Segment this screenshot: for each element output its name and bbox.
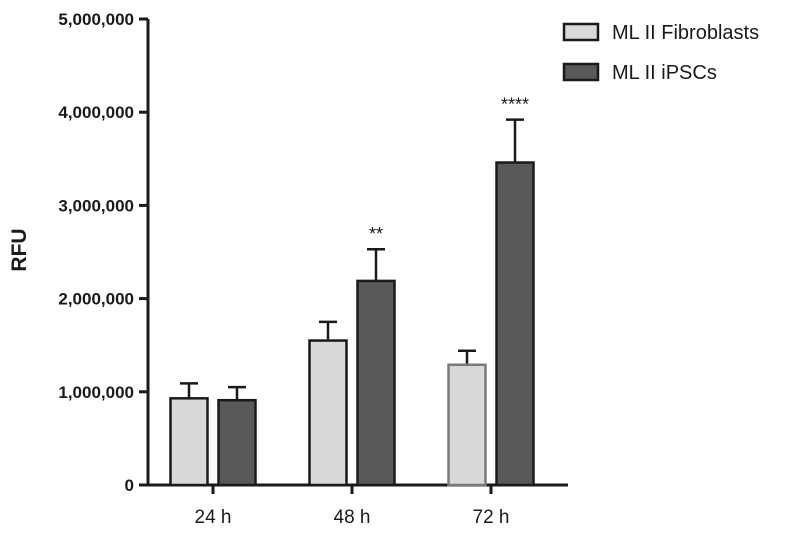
y-tick-label: 1,000,000 — [58, 383, 134, 402]
bar — [308, 339, 348, 487]
y-tick-label: 3,000,000 — [58, 196, 134, 215]
y-axis-title: RFU — [8, 228, 31, 271]
x-tick-label: 72 h — [473, 507, 510, 528]
y-tick-label: 0 — [125, 476, 134, 495]
significance-label: ** — [369, 224, 383, 244]
bar — [169, 397, 209, 487]
x-tick-label: 24 h — [195, 507, 232, 528]
bar — [447, 363, 487, 487]
legend: ML II Fibroblasts ML II iPSCs — [562, 22, 759, 84]
y-tick-label: 4,000,000 — [58, 103, 134, 122]
x-tick-label: 48 h — [334, 507, 371, 528]
axes: 0 1,000,000 2,000,000 3,000,000 4,000,000 5,0… — [58, 10, 568, 528]
bar — [495, 161, 535, 487]
y-tick-label: 2,000,000 — [58, 290, 134, 309]
y-tick-label: 5,000,000 — [58, 10, 134, 29]
legend-label: ML II Fibroblasts — [612, 22, 759, 44]
legend-swatch — [562, 22, 600, 42]
legend-swatch — [562, 62, 600, 82]
significance-label: **** — [501, 95, 529, 115]
legend-label: ML II iPSCs — [612, 62, 717, 84]
bars: ****** — [169, 95, 535, 487]
bar — [356, 279, 396, 487]
bar — [217, 398, 257, 487]
